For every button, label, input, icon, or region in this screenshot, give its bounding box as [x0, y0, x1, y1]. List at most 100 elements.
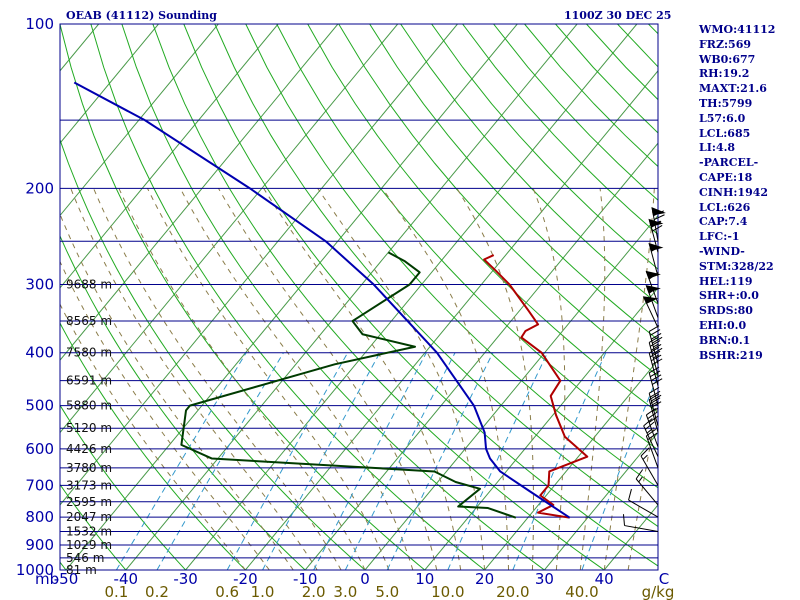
isotherm-line — [245, 70, 658, 570]
height-tick-label: 1029 m — [66, 538, 112, 552]
pressure-tick-label: 1000 — [16, 561, 54, 579]
sounding-index: LFC:-1 — [699, 230, 740, 244]
height-tick-labels: 9688 m 8565 m 7580 m 6591 m 5880 m 5120 m 4426… — [66, 278, 112, 577]
wind-barb — [648, 346, 663, 386]
pressure-tick-label: 700 — [25, 476, 54, 494]
height-tick-label: 546 m — [66, 551, 104, 565]
sounding-index: SHR+:0.0 — [699, 289, 759, 303]
mixing-ratio-tick-label: 0.1 — [104, 583, 128, 600]
mixing-ratio-line — [581, 374, 658, 570]
sounding-index: HEL:119 — [699, 274, 753, 288]
height-tick-label: 2595 m — [66, 495, 112, 509]
mixing-ratio-line — [115, 352, 247, 570]
dry-adiabat-line — [183, 24, 658, 567]
sounding-index: RH:19.2 — [699, 67, 750, 81]
sounding-index: CAPE:18 — [699, 170, 753, 184]
parcel-trace — [73, 81, 571, 519]
wind-barb — [645, 407, 659, 448]
mixing-ratio-tick-label: 40.0 — [565, 583, 598, 600]
height-tick-label: 8565 m — [66, 314, 112, 328]
mixing-ratio-tick-label: 0.2 — [145, 583, 169, 600]
station-title: OEAB (41112) Sounding — [66, 9, 217, 22]
mixing-ratio-line — [386, 352, 494, 570]
temperature-tick-label: 30 — [535, 570, 554, 588]
sounding-index: -PARCEL- — [699, 156, 759, 170]
sounding-index: LCL:685 — [699, 126, 751, 140]
temperature-tick-label: -40 — [114, 570, 139, 588]
mixing-ratio-tick-label: 3.0 — [333, 583, 357, 600]
dry-adiabat-line — [60, 24, 426, 570]
mixing-ratio-tick-label: 2.0 — [302, 583, 326, 600]
pressure-tick-label: 500 — [25, 397, 54, 415]
temperature-tick-labels: -50 -40 -30 -20 -10 0 10 20 30 40 C — [54, 570, 669, 588]
sounding-index: FRZ:569 — [699, 37, 752, 51]
wind-barb — [648, 336, 663, 376]
sounding-index: CAP:7.4 — [699, 215, 748, 229]
wind-barb — [628, 488, 659, 518]
temperature-tick-label: 40 — [595, 570, 614, 588]
temperature-trace — [483, 254, 589, 519]
mixing-ratio-tick-label: 10.0 — [431, 583, 464, 600]
mixing-ratio-tick-label: 20.0 — [496, 583, 529, 600]
mixing-ratio-tick-label: 5.0 — [375, 583, 399, 600]
sounding-index: TH:5799 — [699, 96, 753, 110]
height-tick-label: 6591 m — [66, 374, 112, 388]
moist-adiabat-line — [603, 188, 655, 570]
wind-barb — [643, 418, 659, 457]
moist-adiabat-line — [579, 188, 606, 570]
height-tick-label: 1532 m — [66, 524, 112, 538]
mixing-ratio-line — [447, 352, 548, 570]
temperature-tick-label: 0 — [360, 570, 370, 588]
temperature-tick-label: 10 — [415, 570, 434, 588]
height-tick-label: 5880 m — [66, 399, 112, 413]
isotherm-line — [185, 24, 638, 570]
sounding-indices-panel: WMO:41112 FRZ:569 WB0:677 RH:19.2 MAXT:21.6 T… — [699, 23, 775, 363]
pressure-tick-label: 300 — [25, 276, 54, 294]
pressure-axis-label: mb — [35, 570, 59, 588]
height-tick-label: 5120 m — [66, 421, 112, 435]
height-tick-label: 2047 m — [66, 510, 112, 524]
isotherm-line — [60, 24, 339, 362]
height-tick-label: 3173 m — [66, 478, 112, 492]
wind-barb — [635, 469, 659, 506]
height-tick-label: 81 m — [66, 563, 97, 577]
sounding-traces — [73, 81, 589, 519]
moist-adiabat-line — [381, 188, 510, 570]
isotherm-line — [60, 24, 279, 289]
temperature-tick-label: C — [659, 570, 669, 588]
mixing-ratio-line — [262, 352, 381, 570]
mixing-ratio-tick-label: 1.0 — [251, 583, 275, 600]
wind-barb — [642, 296, 659, 328]
wind-barb — [640, 447, 659, 486]
dry-adiabat-line — [772, 24, 800, 570]
isotherm-line — [65, 24, 518, 570]
moist-adiabats — [60, 188, 658, 570]
sounding-index: BRN:0.1 — [699, 333, 751, 347]
sounding-index: EHI:0.0 — [699, 318, 747, 332]
height-tick-label: 9688 m — [66, 278, 112, 292]
moist-adiabat-line — [118, 188, 366, 570]
sounding-index: CINH:1942 — [699, 185, 769, 199]
dry-adiabat-line — [0, 24, 6, 570]
mixing-ratio-tick-labels: 0.1 0.2 0.6 1.0 2.0 3.0 5.0 10.0 20.0 40.0 g/kg — [104, 583, 674, 600]
sounding-index: LI:4.8 — [699, 141, 736, 155]
temperature-tick-label: -50 — [54, 570, 79, 588]
wind-barbs — [622, 206, 666, 532]
mixing-ratio-tick-label: g/kg — [642, 583, 675, 600]
wind-barb — [645, 428, 659, 469]
temperature-tick-label: 20 — [475, 570, 494, 588]
height-tick-label: 4426 m — [66, 442, 112, 456]
plot-frame — [59, 23, 659, 571]
sounding-index: SRDS:80 — [699, 304, 753, 318]
pressure-tick-label: 800 — [25, 508, 54, 526]
pressure-tick-label: 400 — [25, 344, 54, 362]
isotherm-line — [60, 24, 399, 434]
isotherm-line — [60, 24, 219, 217]
wind-barb — [648, 393, 662, 433]
height-tick-label: 3780 m — [66, 461, 112, 475]
temperature-tick-label: -30 — [173, 570, 198, 588]
isotherm-line — [60, 24, 458, 506]
isotherm-line — [304, 142, 658, 570]
temperature-tick-label: -20 — [233, 570, 258, 588]
